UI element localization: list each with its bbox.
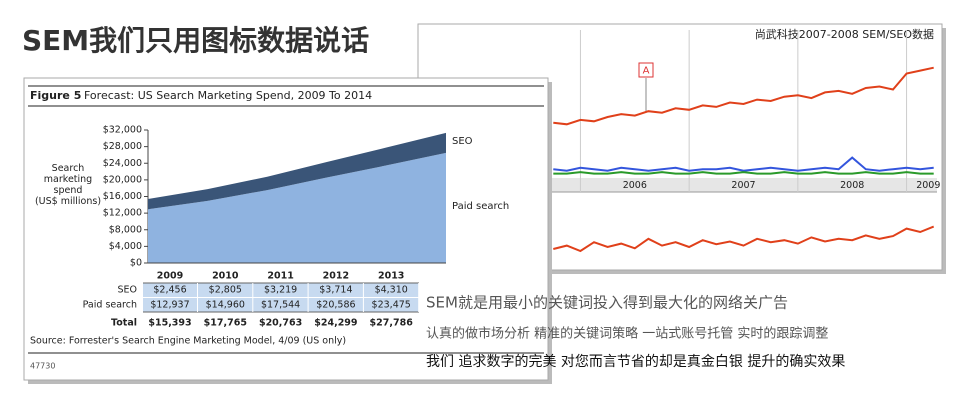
y-label-line: (US$ millions) <box>35 196 101 207</box>
y-tick-label: $8,000 <box>109 224 142 235</box>
x-tick-label: 2009 <box>916 180 940 191</box>
column-header: 2010 <box>212 271 239 282</box>
forecast-title: Forecast: US Search Marketing Spend, 200… <box>84 89 372 102</box>
row-header: Total <box>111 318 137 329</box>
y-label-line: marketing <box>44 174 92 185</box>
table-cell: $14,960 <box>206 300 245 311</box>
legend-label: SEO <box>452 136 473 147</box>
table-cell: $3,219 <box>264 285 297 296</box>
area <box>148 132 446 210</box>
y-tick-label: $20,000 <box>103 174 142 185</box>
legend-label: Paid search <box>452 201 509 212</box>
table-cell: $20,586 <box>316 300 355 311</box>
row-header: SEO <box>117 285 137 296</box>
footnote: 47730 <box>30 362 55 371</box>
y-label-line: Search <box>52 163 85 174</box>
table-cell: $3,714 <box>319 285 352 296</box>
table-cell: $2,456 <box>153 285 186 296</box>
headline: SEM我们只用图标数据说话 <box>22 24 369 57</box>
table-cell: $27,786 <box>370 318 414 329</box>
y-tick-label: $28,000 <box>103 141 142 152</box>
table-cell: $17,544 <box>261 300 300 311</box>
table-cell: $17,765 <box>204 318 247 329</box>
y-tick-label: $4,000 <box>109 241 142 252</box>
y-tick-label: $12,000 <box>103 208 142 219</box>
line <box>553 156 934 172</box>
x-tick-label: 2007 <box>731 180 755 191</box>
table-cell: $24,299 <box>314 318 357 329</box>
y-label-line: spend <box>54 185 83 196</box>
tagline: 我们 追求数字的完美 对您而言节省的却是真金白银 提升的确实效果 <box>426 353 845 370</box>
x-tick-label: 2008 <box>840 180 864 191</box>
source: Source: Forrester's Search Engine Market… <box>30 336 346 347</box>
annotation-box <box>638 62 654 78</box>
trend-caption: 尚武科技2007-2008 SEM/SEO数据 <box>755 27 934 41</box>
column-header: 2009 <box>157 271 183 282</box>
table-cell: $20,763 <box>259 318 302 329</box>
column-header: 2012 <box>323 271 349 282</box>
y-tick-label: $0 <box>130 258 142 269</box>
table-cell: $4,310 <box>375 285 408 296</box>
line <box>553 66 934 126</box>
x-axis-band <box>550 178 937 192</box>
table-cell: $23,475 <box>372 300 411 311</box>
y-axis-label: Search marketing spend (US$ millions) <box>35 163 101 207</box>
x-tick-label: 2006 <box>623 180 647 191</box>
y-tick-label: $32,000 <box>103 125 142 136</box>
tagline: SEM就是用最小的关键词投入得到最大化的网络关广告 <box>426 294 788 312</box>
table-cell: $12,937 <box>150 300 189 311</box>
annotation: A <box>643 66 650 77</box>
y-tick-label: $16,000 <box>103 191 142 202</box>
table-cell: $2,805 <box>209 285 242 296</box>
table-cell: $15,393 <box>148 318 191 329</box>
area <box>148 152 446 263</box>
line <box>553 225 935 253</box>
row-header: Paid search <box>83 300 137 311</box>
column-header: 2013 <box>378 271 404 282</box>
tagline: 认真的做市场分析 精准的关键词策略 一站式账号托管 实时的跟踪调整 <box>426 326 828 342</box>
y-tick-label: $24,000 <box>103 158 142 169</box>
line <box>553 171 934 175</box>
column-header: 2011 <box>267 271 293 282</box>
figure-label: Figure 5 <box>30 89 81 102</box>
